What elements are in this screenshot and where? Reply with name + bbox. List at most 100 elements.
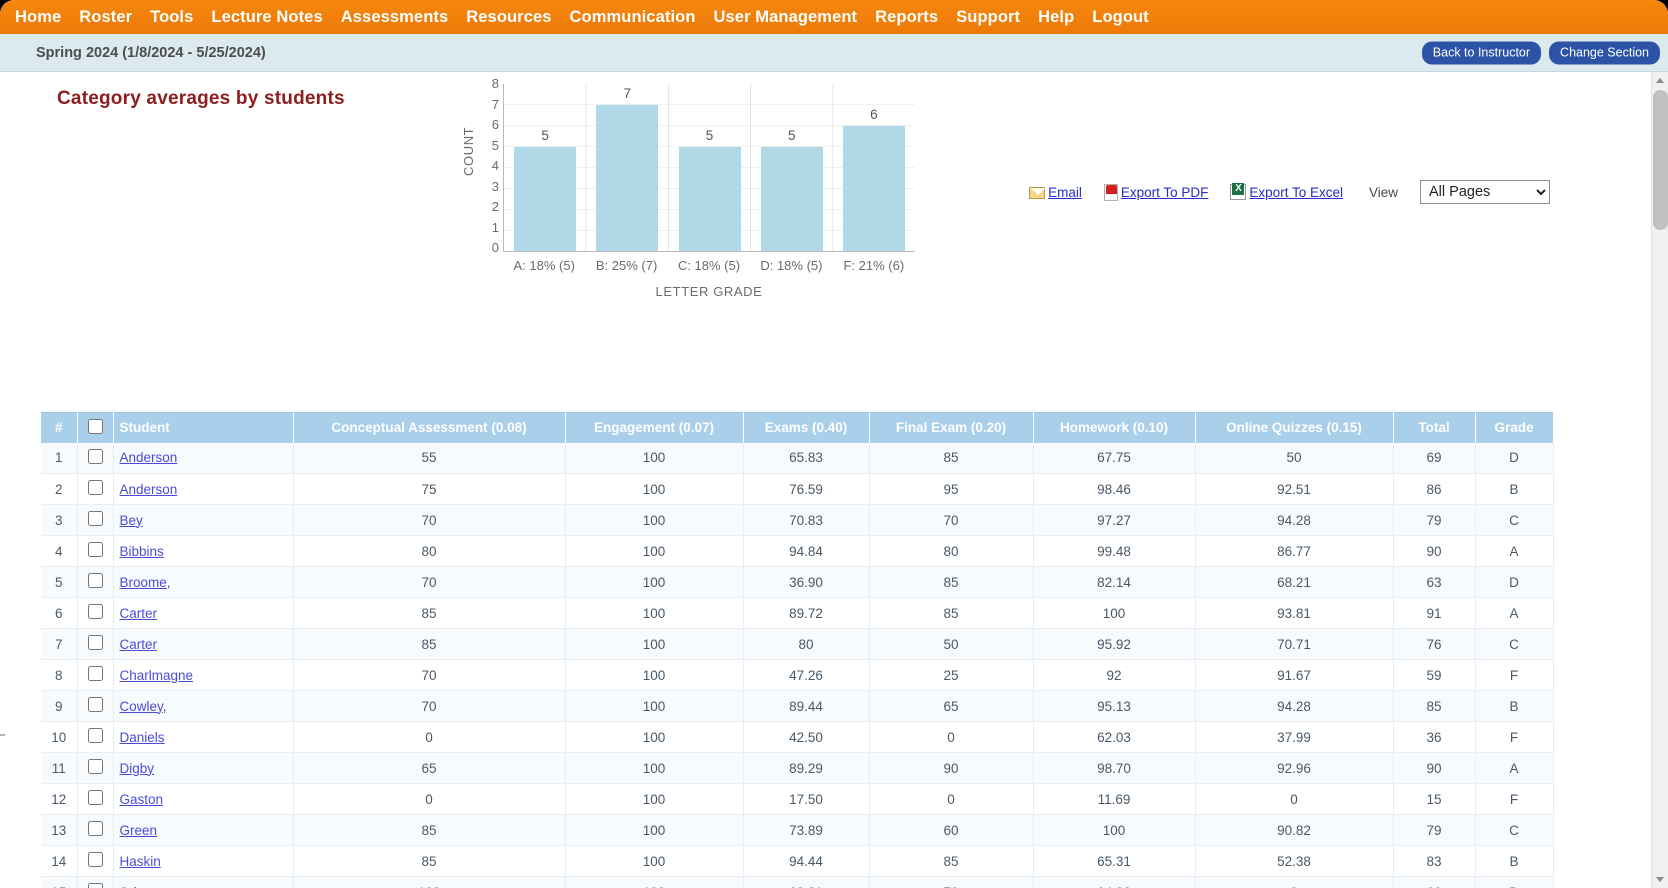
row-select-checkbox[interactable] xyxy=(87,852,103,867)
col-conceptual-assessment[interactable]: Conceptual Assessment (0.08) xyxy=(293,412,566,443)
nav-roster[interactable]: Roster xyxy=(79,7,133,26)
scroll-down-arrow-icon[interactable] xyxy=(1652,871,1668,888)
col-exams[interactable]: Exams (0.40) xyxy=(743,412,870,443)
col-student[interactable]: Student xyxy=(113,412,294,443)
nav-resources[interactable]: Resources xyxy=(466,7,552,26)
cell-conceptual-assessment: 65 xyxy=(293,752,566,784)
nav-support[interactable]: Support xyxy=(956,7,1021,26)
chart-bar[interactable]: 7 xyxy=(596,86,659,251)
col-engagement[interactable]: Engagement (0.07) xyxy=(565,412,744,443)
cell-conceptual-assessment: 100 xyxy=(293,876,566,888)
cell-exams: 73.89 xyxy=(743,814,870,846)
export-to-excel-link[interactable]: Export To Excel xyxy=(1230,183,1343,200)
cell-student: Digby xyxy=(113,752,294,784)
page-edge-artifact xyxy=(0,734,5,736)
cell-conceptual-assessment: 70 xyxy=(293,690,566,722)
select-all-checkbox[interactable] xyxy=(87,418,103,434)
cell-engagement: 100 xyxy=(565,814,744,846)
change-section-button[interactable]: Change Section xyxy=(1549,41,1660,64)
row-select-checkbox[interactable] xyxy=(87,635,103,650)
table-row: 12 Gaston 0 100 17.50 0 11.69 0 15 F xyxy=(41,783,1554,815)
cell-grade: C xyxy=(1475,628,1554,660)
cell-student: Johnson xyxy=(113,876,294,888)
chart-y-axis-label: COUNT xyxy=(461,126,476,176)
cell-conceptual-assessment: 0 xyxy=(293,721,566,753)
cell-conceptual-assessment: 80 xyxy=(293,535,566,567)
chart-x-tick: B: 25% (7) xyxy=(595,258,658,273)
cell-homework: 99.48 xyxy=(1033,535,1196,567)
col-select-all xyxy=(77,412,114,443)
student-link[interactable]: Broome, xyxy=(119,574,171,590)
scroll-up-arrow-icon[interactable] xyxy=(1652,72,1668,89)
export-to-pdf-link[interactable]: Export To PDF xyxy=(1103,183,1208,201)
student-link[interactable]: Bey xyxy=(119,512,143,528)
nav-help[interactable]: Help xyxy=(1038,7,1075,26)
cell-homework: 98.46 xyxy=(1033,473,1196,505)
nav-user-management[interactable]: User Management xyxy=(713,7,858,26)
chart-bar[interactable]: 5 xyxy=(760,128,823,251)
nav-logout[interactable]: Logout xyxy=(1092,7,1149,26)
row-select-checkbox[interactable] xyxy=(87,728,103,743)
col-homework[interactable]: Homework (0.10) xyxy=(1033,412,1196,443)
student-link[interactable]: Charlmagne xyxy=(119,667,194,683)
cell-final-exam: 0 xyxy=(869,783,1034,815)
vertical-scrollbar[interactable] xyxy=(1651,72,1668,888)
scrollbar-thumb[interactable] xyxy=(1653,90,1668,230)
student-link[interactable]: Cowley, xyxy=(119,698,167,714)
email-link[interactable]: Email xyxy=(1029,185,1082,200)
student-link[interactable]: Gaston xyxy=(119,791,164,807)
grades-table: # Student Conceptual Assessment (0.08) E… xyxy=(41,412,1554,888)
col-final-exam[interactable]: Final Exam (0.20) xyxy=(869,412,1034,443)
cell-total: 66 xyxy=(1393,876,1476,888)
nav-tools[interactable]: Tools xyxy=(150,7,194,26)
cell-homework: 92 xyxy=(1033,659,1196,691)
col-online-quizzes[interactable]: Online Quizzes (0.15) xyxy=(1195,412,1394,443)
nav-home[interactable]: Home xyxy=(15,7,62,26)
student-link[interactable]: Anderson xyxy=(119,450,178,466)
chart-bar[interactable]: 5 xyxy=(514,128,577,251)
row-select-checkbox[interactable] xyxy=(87,448,103,464)
cell-homework: 62.03 xyxy=(1033,721,1196,753)
col-index[interactable]: # xyxy=(41,412,78,443)
row-select-checkbox[interactable] xyxy=(87,759,103,774)
student-link[interactable]: Daniels xyxy=(119,729,165,745)
chart-y-tick: 2 xyxy=(491,199,499,214)
chart-bar[interactable]: 6 xyxy=(842,107,905,251)
back-to-instructor-button[interactable]: Back to Instructor xyxy=(1421,41,1542,64)
student-link[interactable]: Carter xyxy=(119,605,158,621)
nav-assessments[interactable]: Assessments xyxy=(340,7,449,26)
cell-conceptual-assessment: 70 xyxy=(293,504,566,536)
chart-bar[interactable]: 5 xyxy=(678,128,741,251)
row-select-checkbox[interactable] xyxy=(87,573,103,588)
row-select-checkbox[interactable] xyxy=(87,790,103,805)
table-row: 4 Bibbins 80 100 94.84 80 99.48 86.77 90 A xyxy=(41,535,1554,567)
student-link[interactable]: Bibbins xyxy=(119,543,164,559)
row-select-checkbox[interactable] xyxy=(87,821,103,836)
student-link[interactable]: Johnson xyxy=(120,885,171,888)
row-select-checkbox[interactable] xyxy=(87,480,103,495)
student-link[interactable]: Anderson xyxy=(119,481,178,497)
nav-reports[interactable]: Reports xyxy=(875,7,939,26)
student-link[interactable]: Carter xyxy=(119,636,158,652)
view-label: View xyxy=(1368,184,1398,200)
row-select-checkbox[interactable] xyxy=(87,697,103,712)
chart-x-tick: C: 18% (5) xyxy=(677,258,741,273)
student-link[interactable]: Green xyxy=(119,822,158,838)
pdf-icon xyxy=(1103,183,1118,201)
row-select-checkbox[interactable] xyxy=(87,542,103,557)
view-select[interactable]: All Pages xyxy=(1420,180,1550,204)
table-row: 14 Haskin 85 100 94.44 85 65.31 52.38 83 B xyxy=(41,845,1554,877)
cell-row-checkbox xyxy=(77,535,114,567)
cell-exams: 47.26 xyxy=(743,659,870,691)
student-link[interactable]: Digby xyxy=(119,760,155,776)
row-select-checkbox[interactable] xyxy=(87,604,103,619)
row-select-checkbox[interactable] xyxy=(87,883,103,888)
row-select-checkbox[interactable] xyxy=(87,666,103,681)
nav-communication[interactable]: Communication xyxy=(569,7,696,26)
cell-final-exam: 90 xyxy=(869,752,1034,784)
col-grade[interactable]: Grade xyxy=(1475,412,1554,443)
nav-lecture-notes[interactable]: Lecture Notes xyxy=(211,7,323,26)
col-total[interactable]: Total xyxy=(1393,412,1476,443)
row-select-checkbox[interactable] xyxy=(87,511,103,526)
student-link[interactable]: Haskin xyxy=(119,853,161,869)
